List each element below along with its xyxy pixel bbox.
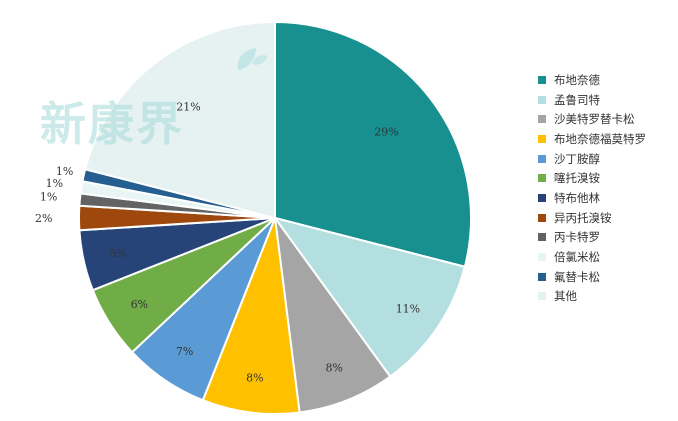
data-label: 1%: [56, 165, 73, 178]
legend-item: 孟鲁司特: [538, 90, 646, 110]
data-label: 7%: [176, 345, 193, 358]
legend-label: 氟替卡松: [554, 269, 600, 284]
legend-label: 布地奈德: [554, 72, 600, 87]
legend-label: 布地奈德福莫特罗: [554, 131, 646, 146]
legend-label: 特布他林: [554, 190, 600, 205]
legend-item: 倍氯米松: [538, 247, 646, 267]
legend-swatch: [538, 272, 546, 281]
pie-slice: [274, 217, 392, 414]
data-label: 29%: [374, 126, 398, 139]
pie-slice: [272, 216, 467, 378]
data-label: 5%: [109, 247, 126, 260]
legend-label: 沙丁胺醇: [554, 151, 600, 166]
leaf-icon: [237, 48, 268, 70]
legend-swatch: [538, 115, 546, 124]
data-label: 8%: [246, 371, 263, 384]
data-label: 11%: [396, 302, 420, 315]
chart-legend: 布地奈德孟鲁司特沙美特罗替卡松 布地奈德福莫特罗 沙丁胺醇噻托溴铵特布他林异丙托溴铵…: [538, 70, 646, 306]
legend-item: 沙美特罗替卡松: [538, 109, 646, 129]
legend-swatch: [538, 292, 546, 301]
pie-slice: [274, 20, 472, 268]
pie-slice: [83, 20, 276, 220]
legend-swatch: [538, 75, 546, 84]
data-label: 8%: [325, 361, 342, 374]
legend-item: 氟替卡松: [538, 267, 646, 287]
legend-label: 其他: [554, 289, 577, 304]
legend-swatch: [538, 95, 546, 104]
watermark-logo: 新康界: [40, 97, 184, 151]
legend-item: 布地奈德福莫特罗: [538, 129, 646, 149]
data-label: 2%: [35, 212, 52, 225]
legend-item: 噻托溴铵: [538, 168, 646, 188]
legend-swatch: [538, 174, 546, 183]
legend-item: 其他: [538, 287, 646, 307]
data-label: 21%: [176, 100, 200, 113]
legend-swatch: [538, 233, 546, 242]
pie-slice: [201, 217, 301, 415]
data-label: 1%: [40, 191, 57, 204]
legend-item: 异丙托溴铵: [538, 208, 646, 228]
legend-item: 布地奈德: [538, 70, 646, 90]
pie-data-labels: 29%11%8%8%7%6%5%2%1%1%1%21%: [35, 100, 420, 384]
legend-item: 丙卡特罗: [538, 228, 646, 248]
legend-swatch: [538, 134, 546, 143]
legend-item: 沙丁胺醇: [538, 149, 646, 169]
legend-label: 倍氯米松: [554, 250, 600, 265]
pie-slices: [78, 20, 472, 415]
legend-label: 丙卡特罗: [554, 230, 600, 245]
legend-swatch: [538, 193, 546, 202]
legend-label: 孟鲁司特: [554, 92, 600, 107]
legend-swatch: [538, 213, 546, 222]
data-label: 6%: [131, 298, 148, 311]
legend-item: 特布他林: [538, 188, 646, 208]
legend-label: 沙美特罗替卡松: [554, 112, 635, 127]
legend-swatch: [538, 154, 546, 163]
data-label: 1%: [46, 177, 63, 190]
legend-swatch: [538, 253, 546, 262]
legend-label: 噻托溴铵: [554, 171, 600, 186]
legend-label: 异丙托溴铵: [554, 210, 612, 225]
